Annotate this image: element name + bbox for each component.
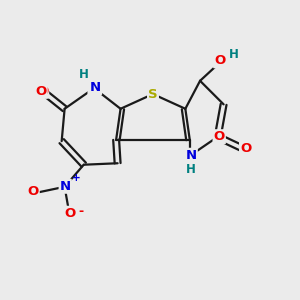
- Text: O: O: [35, 85, 47, 98]
- Text: O: O: [240, 142, 251, 155]
- Text: O: O: [37, 85, 48, 98]
- Text: N: N: [186, 149, 197, 162]
- Text: N: N: [60, 180, 71, 193]
- Text: H: H: [228, 48, 238, 61]
- Text: H: H: [79, 68, 89, 81]
- Text: O: O: [240, 142, 251, 155]
- Text: +: +: [71, 173, 80, 183]
- Text: -: -: [79, 205, 84, 218]
- Text: S: S: [148, 88, 158, 100]
- Text: N: N: [90, 81, 101, 94]
- Text: O: O: [214, 130, 225, 143]
- Text: O: O: [64, 207, 75, 220]
- Text: O: O: [214, 54, 225, 67]
- Text: H: H: [186, 163, 196, 176]
- Text: N: N: [88, 82, 100, 95]
- Text: S: S: [148, 88, 158, 100]
- Text: O: O: [28, 185, 39, 198]
